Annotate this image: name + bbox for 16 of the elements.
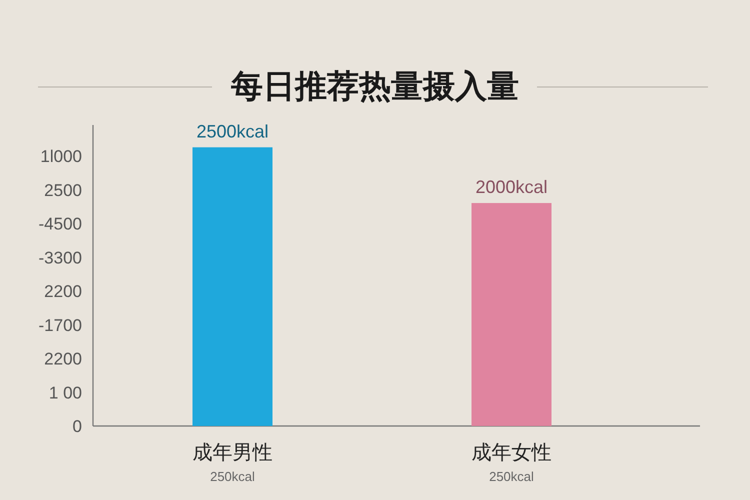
text: -4500 (38, 214, 82, 234)
text: 0 (72, 417, 82, 436)
text: 1 00 (48, 383, 82, 402)
x-tick-label: 成年女性 (472, 442, 552, 464)
chart-title: 每日推荐热量摄入量 (230, 68, 519, 104)
text: -1700 (38, 316, 82, 335)
text: -3300 (38, 248, 82, 268)
text: 250kcal (489, 469, 534, 484)
data-label: 2500kcal (196, 121, 269, 142)
text: 2200 (44, 350, 82, 368)
x-tick-label: 成年男性 (192, 442, 272, 464)
text: 2200 (44, 282, 82, 301)
data-label: 2000kcal (475, 177, 548, 198)
text: 250kcal (210, 469, 256, 484)
text: 2500 (44, 180, 82, 200)
text: 1l000 (40, 147, 82, 166)
